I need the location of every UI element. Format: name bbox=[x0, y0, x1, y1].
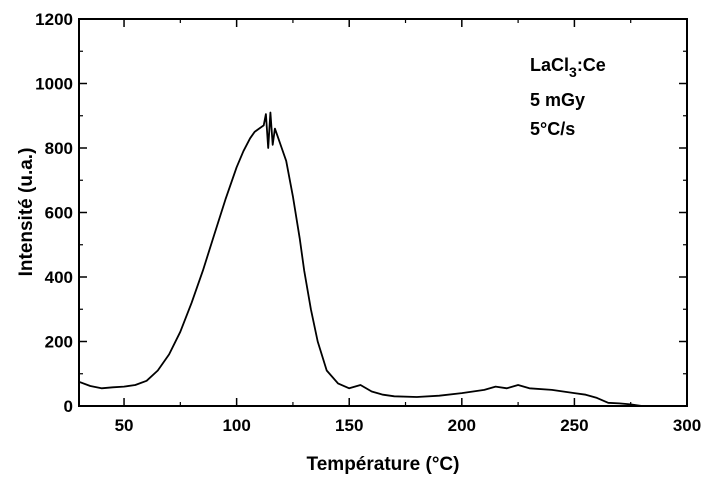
y-tick-label: 800 bbox=[45, 139, 73, 158]
y-axis-label: Intensité (u.a.) bbox=[16, 148, 37, 277]
x-tick-label: 300 bbox=[673, 416, 701, 435]
x-tick-label: 50 bbox=[115, 416, 134, 435]
y-tick-label: 200 bbox=[45, 333, 73, 352]
y-tick-label: 1200 bbox=[35, 10, 73, 29]
y-tick-label: 600 bbox=[45, 204, 73, 223]
y-tick-label: 400 bbox=[45, 268, 73, 287]
material-subscript: 3 bbox=[569, 64, 577, 80]
y-tick-label: 0 bbox=[64, 397, 73, 416]
x-tick-label: 150 bbox=[335, 416, 363, 435]
x-tick-label: 200 bbox=[448, 416, 476, 435]
material-annotation: LaCl3:Ce bbox=[530, 55, 606, 80]
tick-marks bbox=[79, 18, 688, 407]
series-group bbox=[78, 111, 687, 407]
rate-annotation: 5°C/s bbox=[530, 119, 575, 139]
material-suffix: :Ce bbox=[577, 55, 606, 75]
y-tick-labels: 0 200 400 600 800 1000 1200 bbox=[35, 10, 73, 416]
dose-annotation: 5 mGy bbox=[530, 90, 585, 110]
y-tick-label: 1000 bbox=[35, 75, 73, 94]
x-tick-label: 100 bbox=[222, 416, 250, 435]
x-tick-label: 250 bbox=[560, 416, 588, 435]
x-tick-labels: 50 100 150 200 250 300 bbox=[115, 416, 702, 435]
plot-frame bbox=[78, 18, 688, 407]
series-line bbox=[78, 111, 687, 407]
x-axis-label: Température (°C) bbox=[307, 454, 460, 475]
material-main: LaCl bbox=[530, 55, 569, 75]
